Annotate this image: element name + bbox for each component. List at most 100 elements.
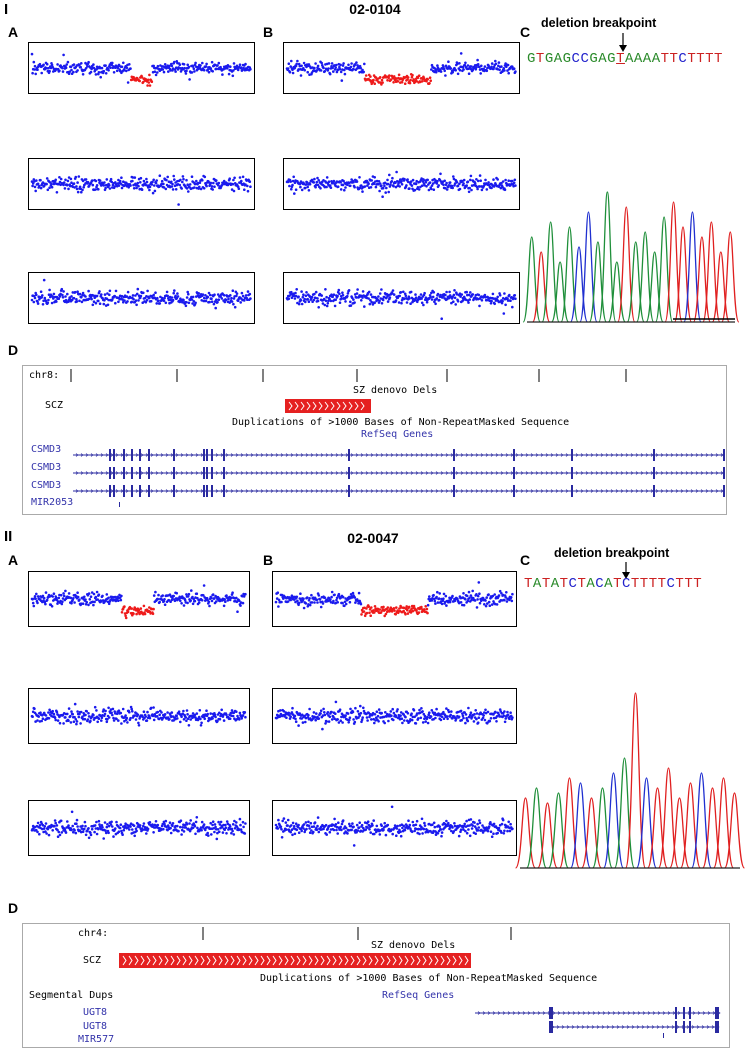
data-point	[287, 711, 291, 715]
exon	[139, 485, 141, 497]
deletion-point	[129, 611, 133, 615]
strand-arrow-icon	[640, 489, 644, 493]
data-point	[120, 594, 123, 598]
data-point	[238, 176, 242, 179]
data-point	[350, 828, 353, 832]
data-point	[170, 64, 174, 68]
deletion-point	[384, 612, 388, 616]
data-point	[75, 720, 79, 723]
strand-arrow-icon	[705, 453, 709, 457]
data-point	[64, 716, 67, 719]
data-point	[81, 830, 85, 833]
strand-arrow-icon	[185, 471, 189, 475]
exon	[113, 467, 115, 479]
data-point	[216, 720, 219, 723]
data-point	[459, 709, 463, 713]
strand-arrow-icon	[685, 453, 689, 457]
data-point	[425, 185, 428, 188]
strand-arrow-icon	[460, 453, 464, 457]
strand-arrow-icon	[545, 471, 549, 475]
data-point	[390, 828, 393, 831]
data-point	[352, 67, 355, 71]
trace-peak	[711, 251, 730, 323]
data-point	[299, 592, 302, 595]
data-point	[109, 823, 113, 826]
data-point	[229, 294, 232, 297]
data-point	[176, 295, 180, 298]
data-point	[474, 709, 477, 712]
data-point	[476, 63, 480, 66]
strand-arrow-icon	[90, 471, 94, 475]
data-point	[72, 182, 76, 185]
data-point	[290, 187, 293, 191]
data-point	[304, 183, 308, 186]
data-point	[356, 829, 360, 832]
data-point	[482, 67, 485, 71]
strand-arrow-icon	[505, 489, 509, 493]
data-point	[160, 598, 164, 601]
data-point	[445, 707, 448, 710]
data-point	[300, 717, 303, 720]
strand-arrow-icon	[525, 453, 529, 457]
strand-arrow-icon	[250, 453, 254, 457]
data-point	[302, 67, 305, 70]
data-point	[80, 296, 83, 299]
data-point	[377, 180, 381, 183]
data-point	[225, 594, 228, 597]
data-point	[330, 62, 334, 65]
data-point	[411, 300, 414, 304]
data-point	[199, 187, 203, 191]
strand-arrow-icon	[125, 489, 129, 493]
strand-arrow-icon	[265, 471, 269, 475]
strand-arrow-icon	[685, 489, 689, 493]
data-point	[135, 303, 138, 307]
data-point	[423, 714, 427, 718]
base-letter: A	[642, 51, 652, 67]
data-point	[475, 178, 478, 181]
data-point	[206, 68, 210, 71]
data-point	[439, 70, 443, 73]
data-point	[216, 831, 219, 835]
scatter-plot	[272, 688, 517, 744]
data-point	[230, 188, 234, 191]
strand-arrow-icon	[305, 453, 309, 457]
data-point	[380, 824, 383, 828]
strand-arrow-icon	[425, 489, 429, 493]
data-point	[430, 709, 434, 712]
data-point	[436, 832, 440, 835]
panel-letter: D	[8, 342, 19, 358]
data-point	[97, 71, 101, 74]
deletion-point	[126, 610, 130, 614]
data-point	[383, 181, 387, 185]
data-point	[500, 181, 503, 185]
data-point	[356, 710, 360, 713]
data-point	[70, 68, 73, 72]
data-point	[198, 181, 202, 184]
trace-peak	[541, 221, 560, 323]
data-point	[117, 599, 120, 602]
data-point	[498, 68, 501, 72]
data-point	[67, 72, 71, 75]
data-point	[386, 178, 389, 182]
data-point	[36, 821, 40, 825]
base-letter: C	[678, 51, 688, 67]
data-point	[348, 718, 351, 722]
data-point	[304, 300, 307, 304]
exon	[173, 467, 175, 479]
data-point	[77, 715, 81, 719]
deletion-point	[367, 605, 371, 608]
deletion-point	[364, 74, 368, 77]
data-point	[359, 602, 363, 606]
data-point	[48, 708, 51, 712]
data-point	[332, 823, 335, 827]
data-point	[337, 288, 341, 292]
trace-peak	[532, 251, 551, 323]
deletion-point	[405, 605, 408, 608]
data-point	[55, 191, 59, 194]
data-point	[158, 600, 161, 604]
data-point	[388, 296, 392, 299]
strand-arrow-icon	[255, 471, 259, 475]
data-point	[353, 185, 356, 189]
data-point	[467, 301, 470, 304]
data-point	[294, 822, 298, 825]
